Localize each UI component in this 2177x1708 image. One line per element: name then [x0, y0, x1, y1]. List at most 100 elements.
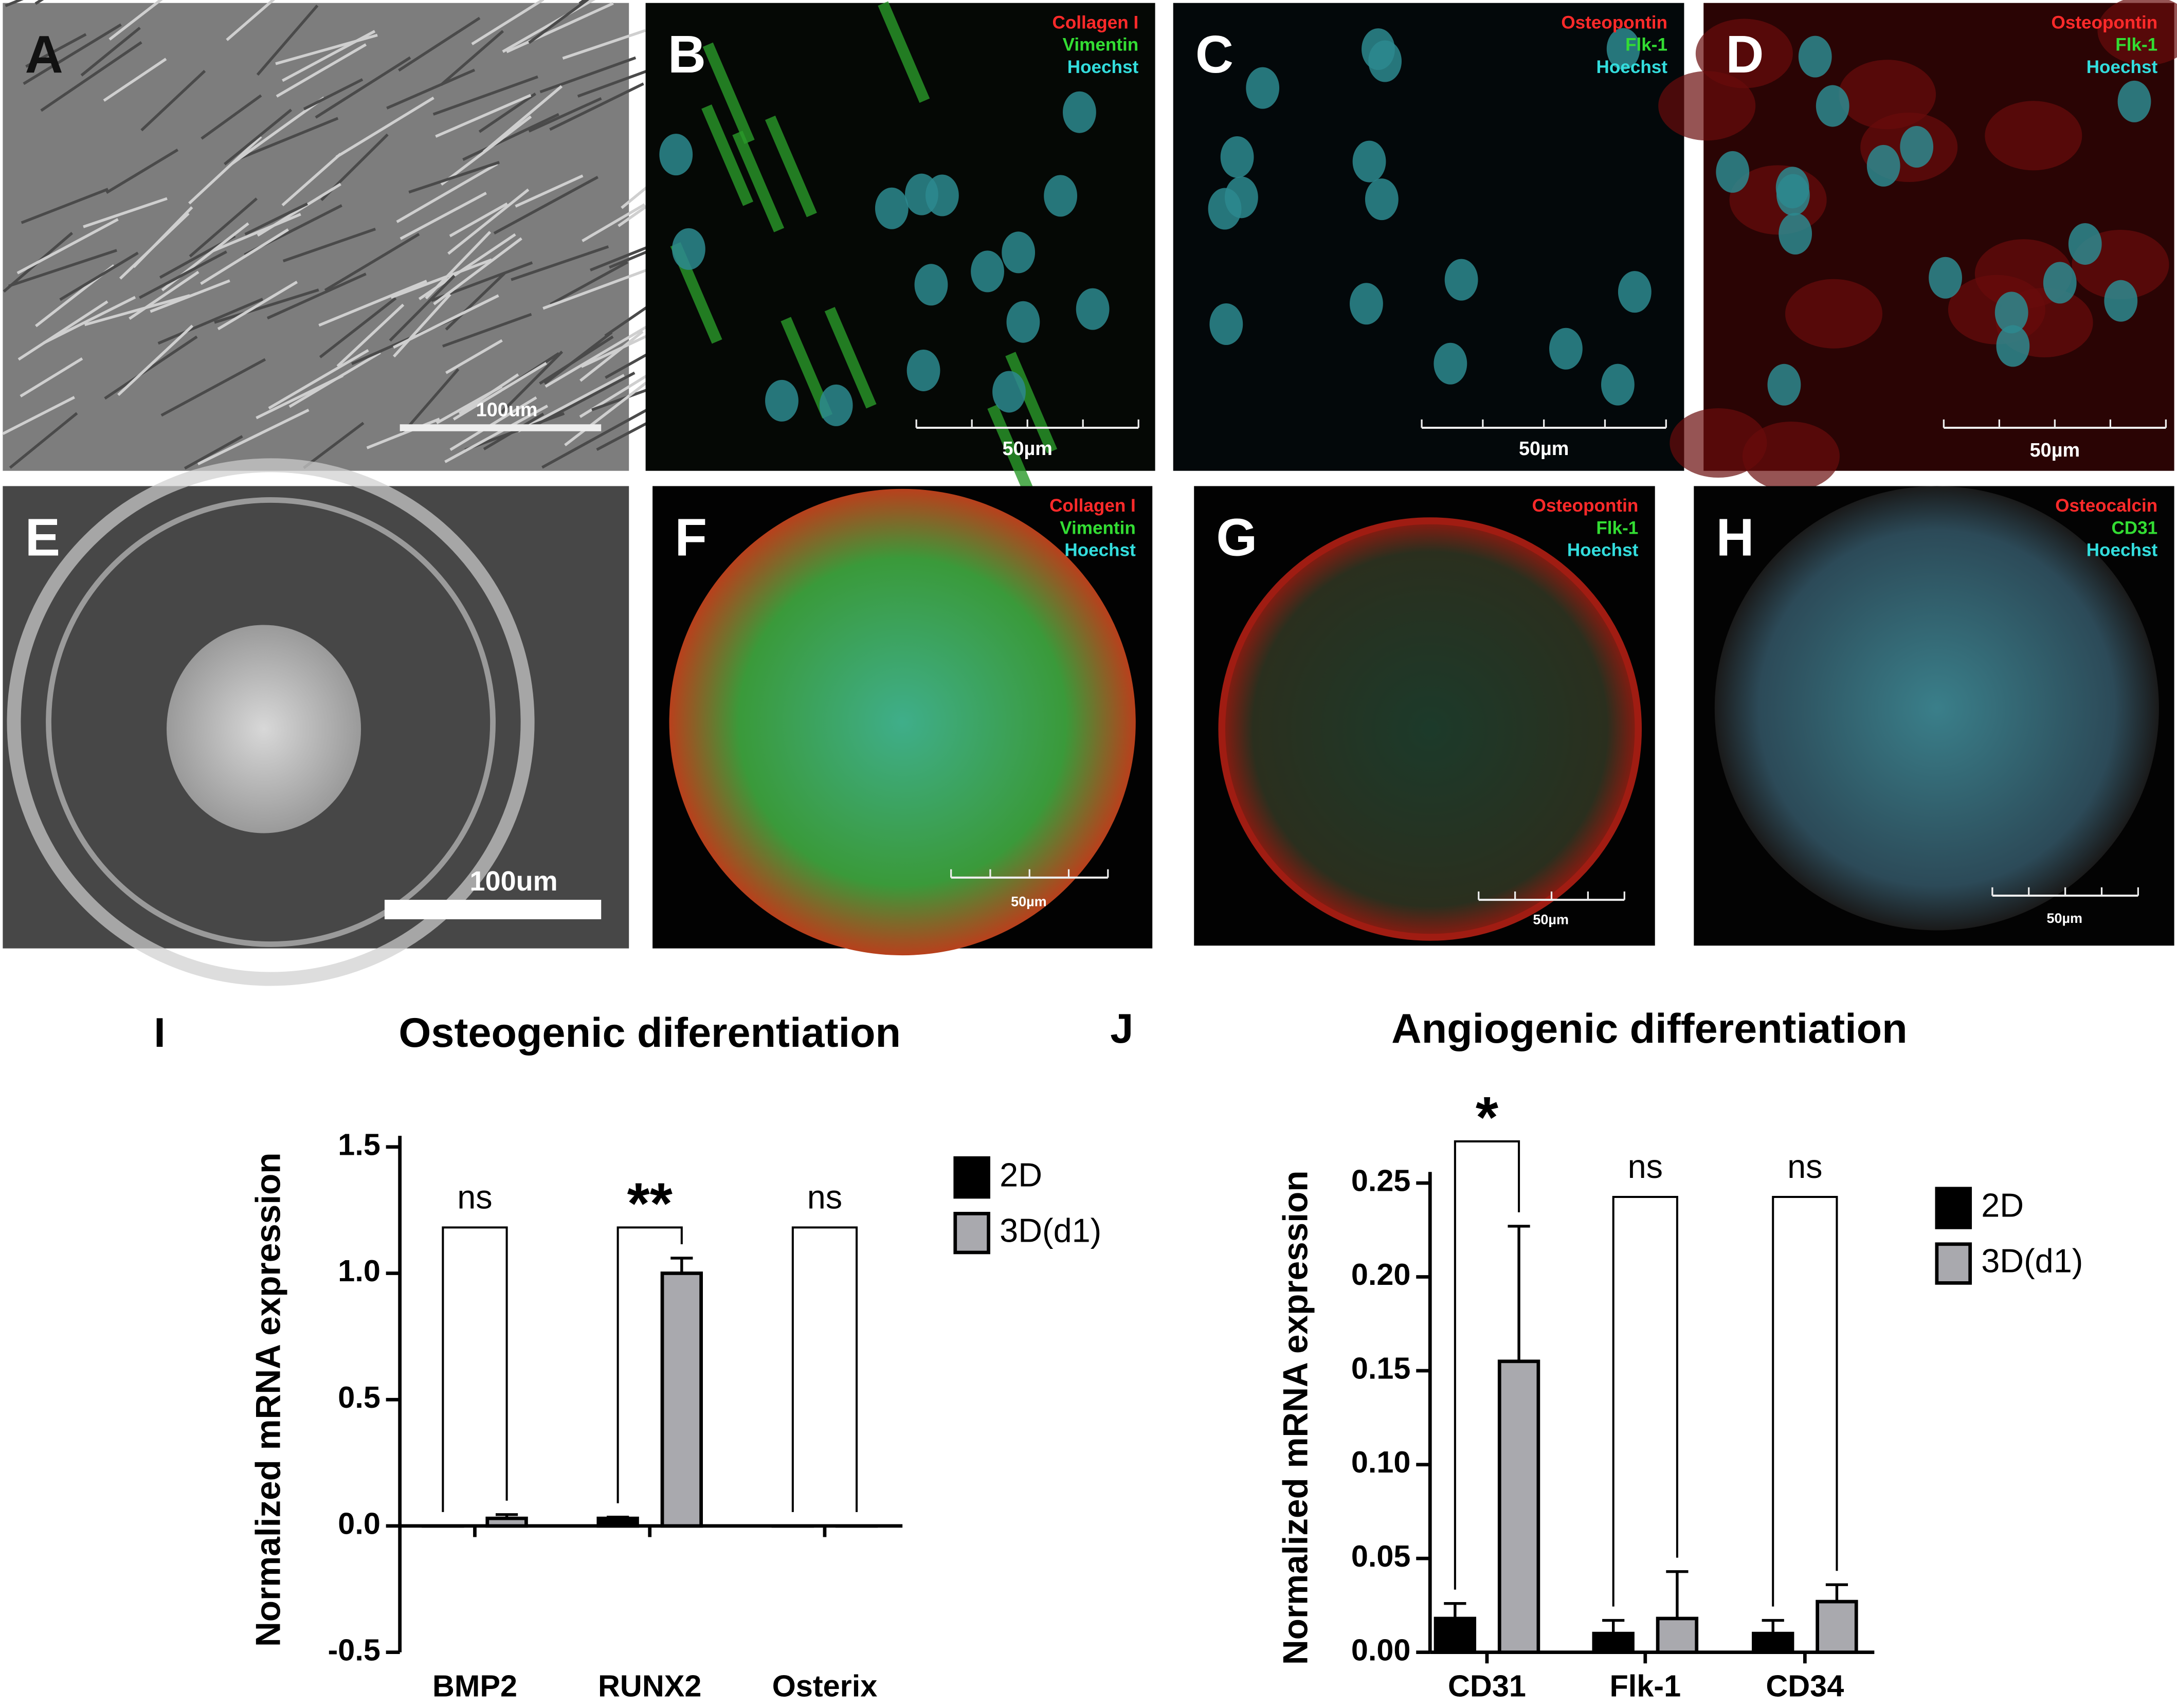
significance-label: ns	[807, 1178, 842, 1215]
cell	[184, 435, 243, 470]
image-panel: E 100um	[3, 458, 629, 986]
cell	[21, 188, 109, 224]
cell	[201, 94, 262, 140]
stain-label: Hoechst	[1597, 57, 1668, 77]
fiber	[702, 42, 755, 144]
error-bar	[1602, 1619, 1625, 1634]
cell	[390, 258, 493, 299]
bar	[1816, 1600, 1858, 1655]
cell	[447, 188, 530, 255]
cell	[224, 108, 293, 166]
cell	[20, 357, 83, 398]
cell	[440, 30, 504, 86]
stain-label: Collagen I	[1049, 496, 1136, 516]
cell	[25, 33, 87, 68]
bar	[1656, 1616, 1699, 1655]
cell	[235, 117, 339, 161]
y-tick-label: 0.10	[1351, 1445, 1411, 1479]
bar	[1497, 1359, 1540, 1655]
legend-label: 2D	[1000, 1156, 1042, 1193]
cytoplasm	[1839, 60, 1936, 130]
nucleus	[2117, 80, 2151, 122]
scale-label: 50µm	[1002, 438, 1052, 460]
cell	[275, 33, 378, 65]
nucleus	[1063, 91, 1096, 133]
nucleus	[1352, 140, 1386, 183]
x-tick-label: CD31	[1448, 1669, 1526, 1703]
cell	[303, 422, 365, 469]
spheroid	[1218, 517, 1642, 941]
scale-label: 100um	[476, 399, 538, 421]
nucleus	[1866, 144, 1900, 187]
cell	[502, 0, 596, 53]
cell	[318, 280, 427, 327]
cytoplasm	[1670, 408, 1767, 478]
error-bar	[670, 1257, 693, 1274]
scale-bar	[384, 900, 602, 919]
nucleus	[971, 250, 1004, 293]
stain-label: Osteocalcin	[2055, 496, 2157, 516]
nucleus	[1798, 35, 1832, 78]
nucleus	[925, 174, 959, 216]
cell	[226, 0, 276, 41]
nucleus	[1816, 85, 1849, 127]
cell	[506, 2, 614, 53]
cell	[214, 288, 319, 324]
error-bar	[607, 1516, 629, 1519]
significance-label: ns	[457, 1178, 492, 1215]
cell	[336, 303, 405, 368]
nucleus	[906, 349, 940, 391]
stain-label: Flk-1	[1625, 35, 1667, 55]
cell	[157, 298, 264, 345]
stain-label: CD31	[2111, 518, 2157, 538]
stain-label: Osteopontin	[1532, 496, 1639, 516]
nucleus	[1220, 136, 1254, 178]
nucleus	[1776, 174, 1810, 216]
cell	[579, 330, 644, 382]
cell	[324, 233, 420, 292]
nucleus	[1994, 292, 2028, 334]
bar	[1752, 1631, 1794, 1655]
legend-label: 2D	[1981, 1187, 2024, 1224]
cytoplasm	[1985, 101, 2082, 171]
cell	[188, 135, 262, 205]
cell	[515, 174, 584, 208]
error-bar	[1444, 1602, 1466, 1619]
cell	[542, 266, 654, 310]
stain-label: Vimentin	[1063, 35, 1139, 55]
cell	[217, 281, 298, 331]
spheroid	[167, 625, 361, 833]
cell	[210, 213, 301, 253]
cell	[471, 0, 545, 46]
cell	[276, 43, 367, 98]
nucleus	[1044, 175, 1078, 217]
fiber	[1005, 352, 1058, 453]
cell	[140, 69, 206, 132]
scale-label: 100um	[470, 866, 558, 897]
nucleus	[2104, 280, 2138, 322]
cell	[386, 68, 476, 110]
stain-label: Flk-1	[1596, 518, 1638, 538]
cell	[396, 162, 498, 223]
well	[7, 458, 535, 986]
legend-swatch	[953, 1211, 990, 1255]
nucleus	[1996, 325, 2030, 367]
cell	[528, 0, 590, 44]
cell	[442, 313, 532, 348]
fiber	[824, 307, 877, 409]
significance-label: *	[1476, 1085, 1499, 1150]
panel-letter: A	[25, 25, 63, 84]
y-tick-label: 0.25	[1351, 1164, 1411, 1198]
nucleus	[1929, 257, 1962, 299]
cell	[266, 272, 367, 320]
significance-bracket	[1772, 1195, 1838, 1607]
error-bar	[495, 1513, 518, 1519]
bar	[1592, 1631, 1635, 1655]
cytoplasm	[1742, 421, 1840, 491]
cell	[483, 85, 563, 153]
